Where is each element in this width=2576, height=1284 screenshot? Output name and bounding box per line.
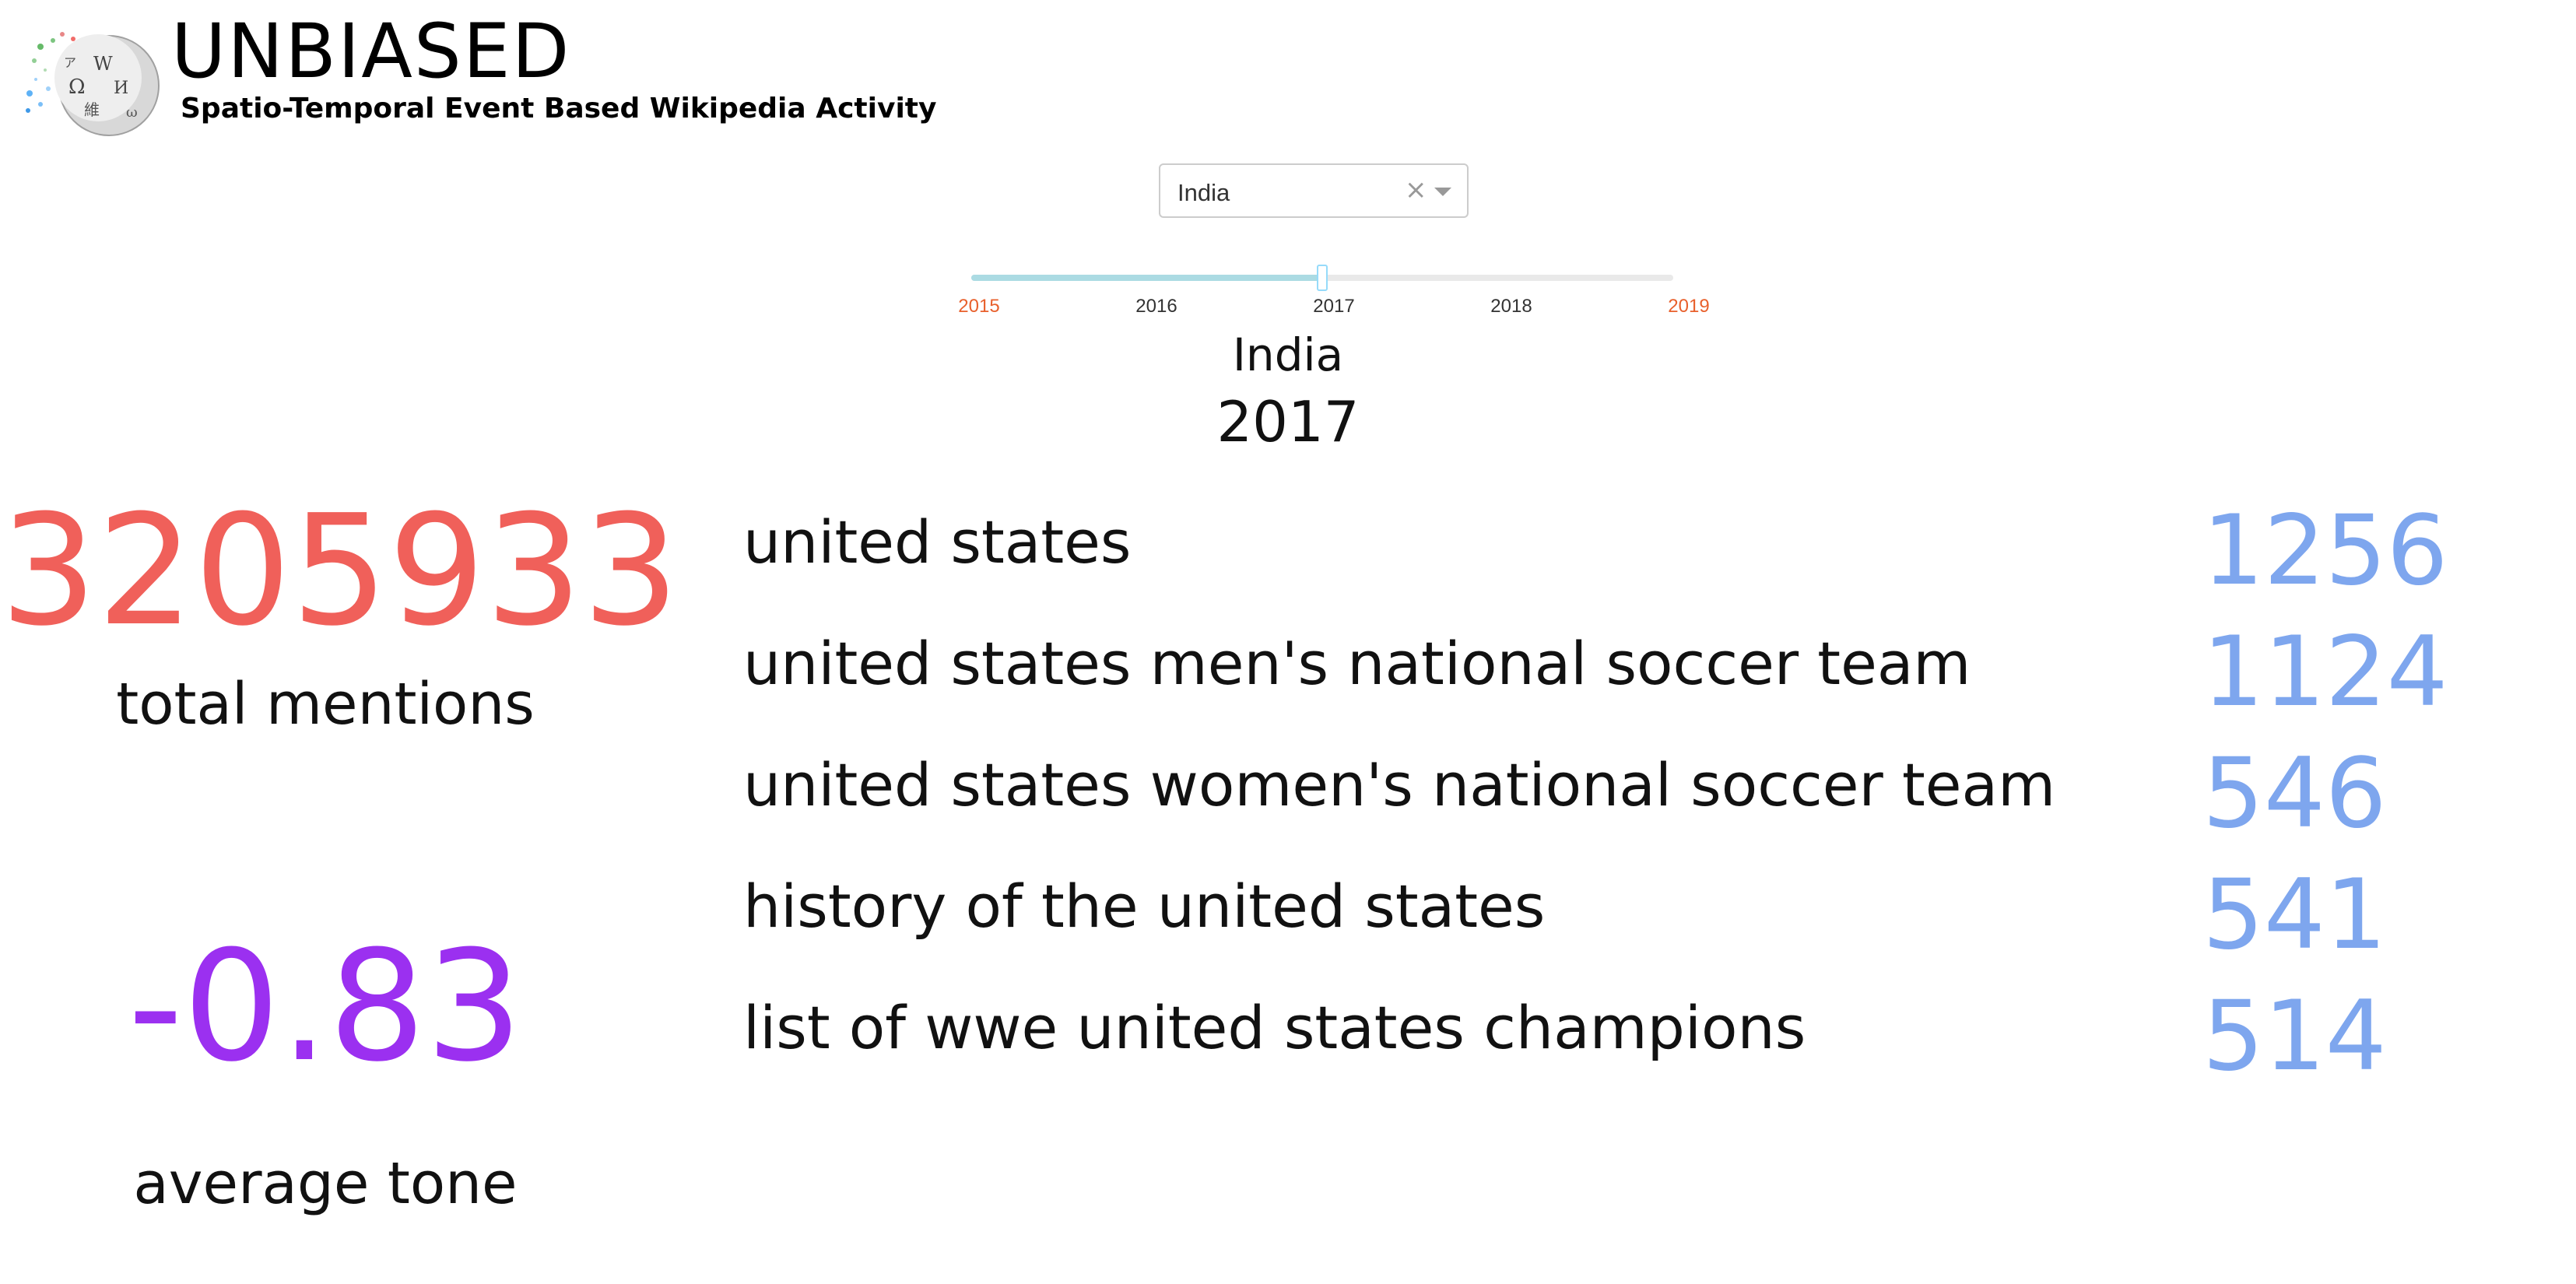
article-title: list of wwe united states champions <box>743 993 1806 1062</box>
app-title: UNBIASED <box>171 8 571 95</box>
year-tick-2016[interactable]: 2016 <box>1135 296 1177 317</box>
chevron-down-icon[interactable] <box>1434 188 1451 196</box>
average-tone-label: average tone <box>133 1150 518 1217</box>
article-row: united states 1256 <box>743 498 2533 619</box>
country-select[interactable]: India × <box>1159 163 1469 218</box>
article-row: list of wwe united states champions 514 <box>743 984 2533 1105</box>
total-mentions-value: 3205933 <box>0 482 679 660</box>
article-count: 1256 <box>2202 495 2448 607</box>
country-select-value: India <box>1177 179 1230 206</box>
article-count: 546 <box>2202 738 2387 850</box>
article-title: united states men's national soccer team <box>743 629 1971 698</box>
article-count: 514 <box>2202 981 2387 1093</box>
selected-country-heading: India <box>1232 328 1344 381</box>
svg-text:ω: ω <box>126 104 138 121</box>
year-slider-handle[interactable] <box>1317 265 1328 291</box>
article-title: history of the united states <box>743 872 1546 941</box>
year-tick-2017[interactable]: 2017 <box>1313 296 1355 317</box>
svg-text:ア: ア <box>64 55 76 70</box>
svg-text:W: W <box>93 53 113 75</box>
article-row: united states men's national soccer team… <box>743 619 2533 741</box>
article-list: united states 1256 united states men's n… <box>743 498 2533 1105</box>
article-title: united states <box>743 507 1132 577</box>
year-tick-2019[interactable]: 2019 <box>1668 296 1710 317</box>
clear-icon[interactable]: × <box>1405 174 1427 205</box>
article-title: united states women's national soccer te… <box>743 750 2056 819</box>
article-row: united states women's national soccer te… <box>743 741 2533 862</box>
total-mentions-label: total mentions <box>116 671 535 738</box>
article-count: 541 <box>2202 859 2387 971</box>
article-count: 1124 <box>2202 616 2448 728</box>
svg-text:維: 維 <box>84 100 100 119</box>
year-tick-2018[interactable]: 2018 <box>1490 296 1532 317</box>
wikipedia-globe-icon: Ω W И 維 ω ア <box>26 32 160 136</box>
svg-text:И: И <box>114 79 128 98</box>
selected-year-heading: 2017 <box>1216 389 1360 454</box>
app-subtitle: Spatio-Temporal Event Based Wikipedia Ac… <box>181 93 937 125</box>
year-slider-track <box>971 275 1323 281</box>
article-row: history of the united states 541 <box>743 862 2533 984</box>
average-tone-value: -0.83 <box>128 918 523 1096</box>
svg-text:Ω: Ω <box>68 75 86 99</box>
year-tick-2015[interactable]: 2015 <box>958 296 1000 317</box>
